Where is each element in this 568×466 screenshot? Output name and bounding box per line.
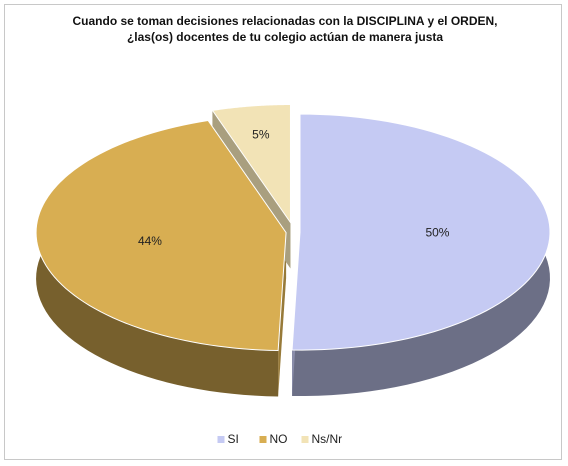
slice [291, 113, 551, 351]
legend-swatch [217, 436, 225, 443]
slice [35, 119, 287, 352]
data-label: 50% [425, 225, 449, 239]
data-label: 44% [138, 234, 162, 248]
chart-title: Cuando se toman decisiones relacionadas … [72, 14, 498, 44]
legend-label: Ns/Nr [312, 432, 343, 446]
legend-label: SI [228, 432, 239, 446]
slice [211, 104, 291, 225]
legend-swatch [259, 436, 267, 443]
legend-label: NO [270, 432, 288, 446]
data-label: 5% [252, 127, 270, 141]
legend-swatch [301, 436, 309, 443]
